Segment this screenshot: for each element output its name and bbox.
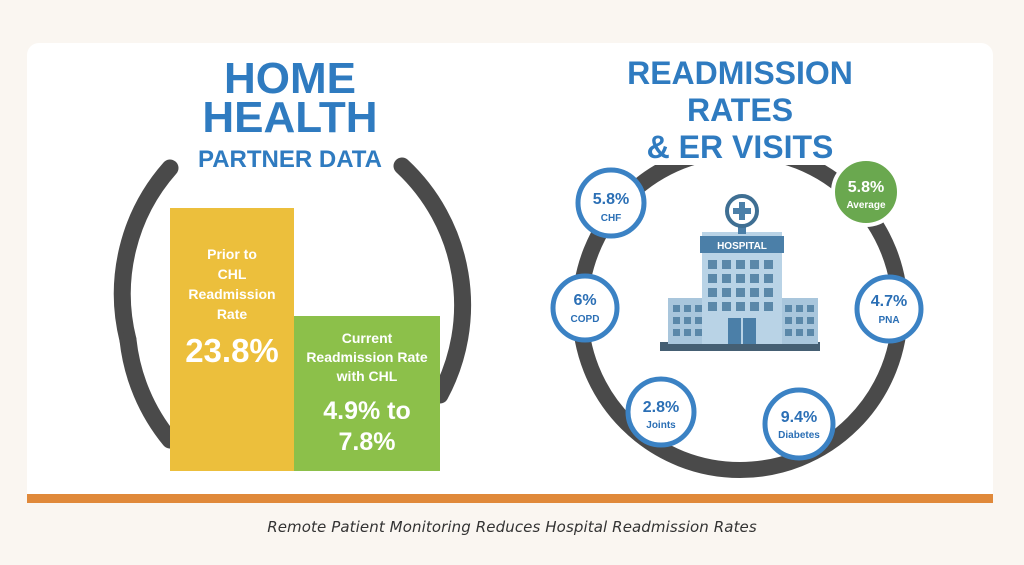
current-label-line3: with CHL — [336, 368, 398, 384]
prior-value: 23.8% — [185, 332, 279, 369]
right-title-line1: READMISSION — [627, 55, 853, 91]
left-title-line2: HEALTH — [202, 93, 377, 142]
right-title-line3: & ER VISITS — [647, 129, 834, 165]
stat-label: Diabetes — [778, 430, 820, 441]
stat-value: 5.8% — [593, 191, 629, 208]
accent-divider — [27, 494, 993, 503]
current-value-line2: 7.8% — [339, 428, 396, 456]
left-ring-arc — [113, 159, 179, 349]
hospital-sign: HOSPITAL — [717, 241, 767, 252]
left-subtitle: PARTNER DATA — [198, 146, 382, 173]
stat-label: PNA — [878, 315, 899, 326]
current-value-line1: 4.9% to — [323, 397, 411, 425]
left-ring-arc — [119, 331, 179, 449]
stat-circle-average: 5.8% Average — [831, 157, 901, 227]
stat-circle-diabetes: 9.4% Diabetes — [762, 387, 836, 461]
right-title-line2: RATES — [687, 92, 793, 128]
figure-caption: Remote Patient Monitoring Reduces Hospit… — [267, 518, 757, 536]
stat-label: COPD — [571, 314, 600, 325]
stat-label: CHF — [601, 213, 622, 224]
left-title-line1: HOME — [224, 54, 356, 103]
stat-circle-pna: 4.7% PNA — [854, 274, 924, 344]
stat-value: 4.7% — [871, 293, 907, 310]
stat-value: 2.8% — [643, 399, 679, 416]
current-label-line1: Current — [342, 330, 393, 346]
stat-circle-joints: 2.8% Joints — [625, 376, 697, 448]
stat-label: Joints — [646, 420, 676, 431]
right-ring-arc — [393, 157, 472, 404]
stat-label: Average — [846, 200, 886, 211]
prior-label-line2: CHL — [218, 266, 247, 282]
title-mask — [615, 95, 865, 165]
current-label-line2: Readmission Rate — [306, 349, 428, 365]
current-rate-bar — [294, 316, 440, 471]
prior-label-line4: Rate — [217, 306, 248, 322]
prior-rate-bar — [170, 208, 294, 471]
stat-value: 6% — [573, 292, 596, 309]
stat-circle-chf: 5.8% CHF — [575, 167, 647, 239]
prior-label-line1: Prior to — [207, 246, 257, 262]
stat-value: 5.8% — [848, 179, 884, 196]
hospital-icon: HOSPITAL — [660, 194, 820, 351]
prior-label-line3: Readmission — [188, 286, 275, 302]
stat-value: 9.4% — [781, 409, 817, 426]
stat-circle-copd: 6% COPD — [550, 273, 620, 343]
